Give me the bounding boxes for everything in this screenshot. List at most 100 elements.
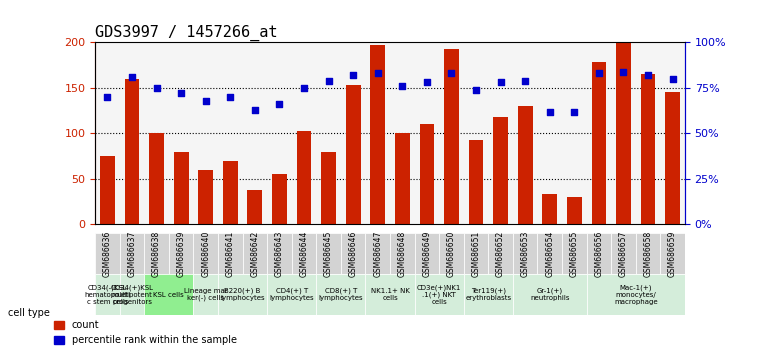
FancyBboxPatch shape — [119, 274, 145, 315]
Point — [543, 109, 556, 114]
Bar — [100, 156, 115, 224]
Point — [470, 87, 482, 92]
Text: CD3e(+)NK1
.1(+) NKT
cells: CD3e(+)NK1 .1(+) NKT cells — [417, 284, 461, 305]
Point — [667, 76, 679, 82]
FancyBboxPatch shape — [193, 233, 218, 274]
Text: CD8(+) T
lymphocytes: CD8(+) T lymphocytes — [319, 288, 363, 301]
Bar — [395, 133, 409, 224]
FancyBboxPatch shape — [439, 233, 463, 274]
Bar — [125, 79, 139, 224]
Text: GSM686652: GSM686652 — [496, 230, 505, 277]
Text: CD34(+)KSL
multipotent
progenitors: CD34(+)KSL multipotent progenitors — [110, 284, 154, 305]
Text: GSM686659: GSM686659 — [668, 230, 677, 277]
Point — [126, 74, 138, 80]
Text: GSM686655: GSM686655 — [570, 230, 579, 277]
Point — [617, 69, 629, 74]
FancyBboxPatch shape — [635, 233, 661, 274]
FancyBboxPatch shape — [587, 233, 611, 274]
Text: GSM686649: GSM686649 — [422, 230, 431, 277]
FancyBboxPatch shape — [463, 274, 513, 315]
Bar — [591, 62, 607, 224]
Bar — [493, 117, 508, 224]
Text: GSM686639: GSM686639 — [177, 230, 186, 277]
FancyBboxPatch shape — [390, 233, 415, 274]
Bar — [444, 49, 459, 224]
FancyBboxPatch shape — [463, 233, 489, 274]
FancyBboxPatch shape — [611, 233, 635, 274]
Bar — [174, 152, 189, 224]
FancyBboxPatch shape — [661, 233, 685, 274]
Point — [199, 98, 212, 103]
Bar — [543, 194, 557, 224]
FancyBboxPatch shape — [513, 274, 587, 315]
FancyBboxPatch shape — [513, 233, 537, 274]
Bar — [419, 124, 435, 224]
Text: GSM686647: GSM686647 — [373, 230, 382, 277]
Point — [101, 94, 113, 100]
Text: GSM686645: GSM686645 — [324, 230, 333, 277]
Point — [495, 80, 507, 85]
FancyBboxPatch shape — [415, 274, 463, 315]
Bar — [223, 161, 237, 224]
Bar — [272, 174, 287, 224]
Bar — [149, 133, 164, 224]
Point — [445, 70, 457, 76]
Text: Ter119(+)
erythroblasts: Ter119(+) erythroblasts — [465, 288, 511, 301]
FancyBboxPatch shape — [95, 233, 119, 274]
Bar — [469, 140, 483, 224]
Bar — [517, 106, 533, 224]
Bar — [345, 85, 361, 224]
FancyBboxPatch shape — [587, 274, 685, 315]
FancyBboxPatch shape — [218, 274, 267, 315]
Bar — [641, 74, 655, 224]
Text: GSM686640: GSM686640 — [201, 230, 210, 277]
Bar — [665, 92, 680, 224]
Bar — [371, 45, 385, 224]
Text: CD34(-)KSL
hematopoieti
c stem cells: CD34(-)KSL hematopoieti c stem cells — [84, 284, 131, 305]
Point — [249, 107, 261, 113]
Text: NK1.1+ NK
cells: NK1.1+ NK cells — [371, 288, 409, 301]
Text: GSM686638: GSM686638 — [152, 230, 161, 277]
FancyBboxPatch shape — [169, 233, 193, 274]
Text: KSL cells: KSL cells — [154, 292, 184, 298]
FancyBboxPatch shape — [365, 233, 390, 274]
Text: GSM686658: GSM686658 — [644, 230, 652, 277]
FancyBboxPatch shape — [317, 274, 365, 315]
FancyBboxPatch shape — [415, 233, 439, 274]
FancyBboxPatch shape — [193, 274, 218, 315]
Text: GSM686648: GSM686648 — [398, 230, 407, 277]
Text: GSM686637: GSM686637 — [128, 230, 136, 277]
Text: GSM686636: GSM686636 — [103, 230, 112, 277]
Text: CD4(+) T
lymphocytes: CD4(+) T lymphocytes — [269, 288, 314, 301]
Text: GDS3997 / 1457266_at: GDS3997 / 1457266_at — [95, 25, 278, 41]
Text: GSM686643: GSM686643 — [275, 230, 284, 277]
Text: GSM686657: GSM686657 — [619, 230, 628, 277]
Bar — [297, 131, 311, 224]
Text: GSM686642: GSM686642 — [250, 230, 260, 277]
FancyBboxPatch shape — [95, 274, 119, 315]
Text: Gr-1(+)
neutrophils: Gr-1(+) neutrophils — [530, 288, 569, 301]
Text: cell type: cell type — [8, 308, 49, 318]
Text: GSM686656: GSM686656 — [594, 230, 603, 277]
FancyBboxPatch shape — [489, 233, 513, 274]
Text: GSM686644: GSM686644 — [300, 230, 308, 277]
Text: GSM686650: GSM686650 — [447, 230, 456, 277]
FancyBboxPatch shape — [341, 233, 365, 274]
FancyBboxPatch shape — [317, 233, 341, 274]
Point — [323, 78, 335, 84]
FancyBboxPatch shape — [267, 233, 291, 274]
Point — [347, 72, 359, 78]
Text: B220(+) B
lymphocytes: B220(+) B lymphocytes — [220, 288, 265, 301]
Text: GSM686646: GSM686646 — [349, 230, 358, 277]
Text: Lineage mar
ker(-) cells: Lineage mar ker(-) cells — [184, 288, 228, 301]
Point — [175, 91, 187, 96]
Bar — [247, 190, 263, 224]
Text: GSM686641: GSM686641 — [226, 230, 235, 277]
Point — [151, 85, 163, 91]
Text: GSM686653: GSM686653 — [521, 230, 530, 277]
Bar — [321, 152, 336, 224]
Point — [224, 94, 237, 100]
Bar — [199, 170, 213, 224]
FancyBboxPatch shape — [218, 233, 243, 274]
Point — [371, 70, 384, 76]
